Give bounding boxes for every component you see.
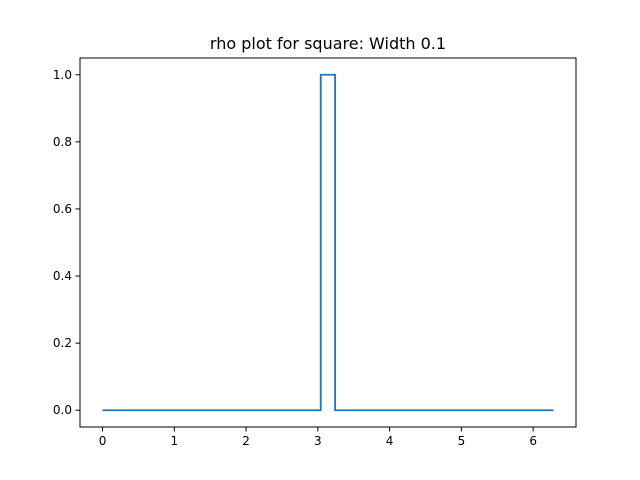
x-tick-label: 6 bbox=[529, 434, 537, 448]
x-tick-label: 3 bbox=[314, 434, 322, 448]
y-tick-label: 1.0 bbox=[53, 68, 72, 82]
axes-frame bbox=[79, 57, 577, 428]
y-tick-label: 0.0 bbox=[53, 403, 72, 417]
y-tick-label: 0.8 bbox=[53, 135, 72, 149]
x-tick-label: 5 bbox=[458, 434, 466, 448]
x-tick-label: 1 bbox=[170, 434, 178, 448]
y-tick-label: 0.4 bbox=[53, 269, 72, 283]
x-tick-label: 4 bbox=[386, 434, 394, 448]
x-tick-label: 0 bbox=[99, 434, 107, 448]
chart-title: rho plot for square: Width 0.1 bbox=[210, 34, 446, 53]
series-line-0 bbox=[102, 73, 554, 412]
y-tick-label: 0.2 bbox=[53, 336, 72, 350]
x-tick-label: 2 bbox=[242, 434, 250, 448]
y-tick-label: 0.6 bbox=[53, 202, 72, 216]
axis-ticks: 0 1 2 3 4 5 6 0.0 0.2 0.4 0.6 0.8 1.0 bbox=[53, 68, 537, 448]
plot-area bbox=[102, 73, 554, 412]
